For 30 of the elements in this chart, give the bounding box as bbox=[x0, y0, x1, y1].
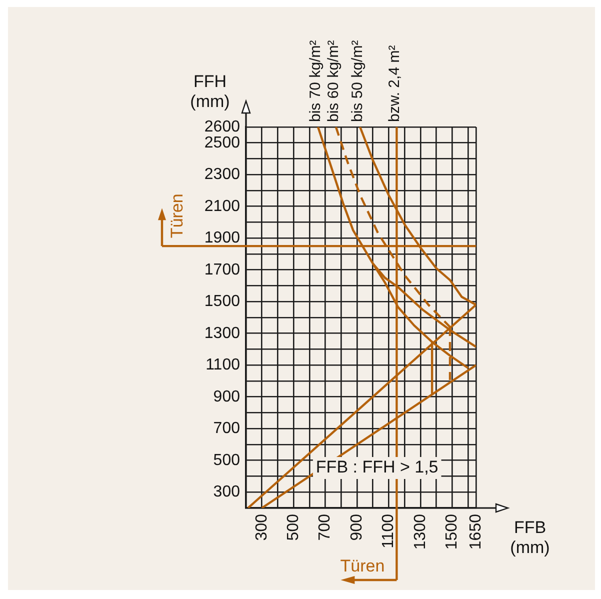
ref-line-label: bzw. 2,4 m² bbox=[386, 45, 403, 122]
x-tick-label: 700 bbox=[316, 514, 334, 541]
y-axis-title: FFH (mm) bbox=[189, 72, 231, 112]
y-tick-label: 1500 bbox=[204, 293, 240, 310]
y-tick-label: 900 bbox=[213, 388, 240, 406]
x-tick-label: 300 bbox=[253, 514, 270, 541]
legend-label: Türen bbox=[168, 194, 187, 238]
y-tick-label: 500 bbox=[213, 452, 240, 469]
x-tick-label: 1500 bbox=[444, 514, 461, 550]
y-tick-label: 1300 bbox=[204, 324, 240, 342]
x-tick-label: 500 bbox=[284, 514, 302, 541]
x-tick-label: 900 bbox=[348, 514, 366, 541]
x-tick-label: 1100 bbox=[380, 514, 398, 548]
annotation: FFB : FFH > 1,5 bbox=[316, 458, 438, 477]
y-tick-label: 2300 bbox=[204, 166, 240, 184]
y-tick-label: 2600 bbox=[204, 118, 240, 136]
text: bis 50 kg/m² bbox=[349, 40, 366, 122]
y-tick-label: 1700 bbox=[204, 261, 240, 278]
text: bis 70 kg/m² bbox=[307, 40, 324, 122]
y-tick-label: 1100 bbox=[206, 356, 240, 374]
x-axis-title: FFB (mm) bbox=[509, 518, 551, 558]
y-tick-label: 1900 bbox=[204, 230, 240, 247]
y-tick-label: 2500 bbox=[204, 134, 240, 152]
y-tick-label: 300 bbox=[213, 484, 240, 501]
y-tick-label: 2100 bbox=[204, 198, 240, 215]
text: bis 60 kg/m² bbox=[325, 40, 342, 122]
text: Türen bbox=[340, 556, 385, 576]
y-tick-label: 700 bbox=[213, 420, 240, 438]
x-tick-label: 1650 bbox=[467, 514, 484, 550]
x-tick-label: 1300 bbox=[412, 514, 429, 550]
